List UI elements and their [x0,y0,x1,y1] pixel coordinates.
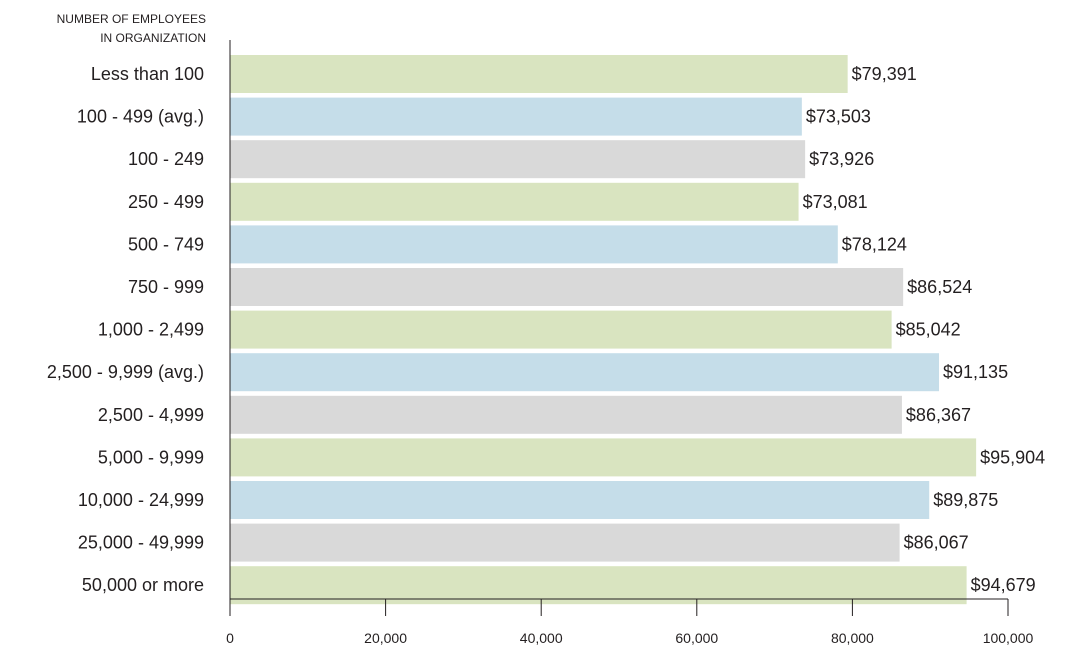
data-label: $94,679 [971,575,1036,595]
bar [230,55,848,93]
bar [230,438,977,477]
x-tick-label: 100,000 [983,630,1034,646]
bar [230,140,806,179]
category-label: 500 - 749 [128,234,204,254]
bar [230,523,900,562]
data-label: $86,067 [904,533,969,553]
bar [230,225,838,264]
x-tick-label: 60,000 [675,630,718,646]
category-label: 5,000 - 9,999 [98,447,204,467]
y-axis-title-line-1: NUMBER OF EMPLOYEES [57,12,206,26]
category-label: 2,500 - 9,999 (avg.) [47,362,204,382]
bar [230,310,892,349]
category-label: 100 - 499 (avg.) [77,107,204,127]
category-label: Less than 100 [91,64,204,84]
category-label: 50,000 or more [82,575,204,595]
data-label: $73,503 [806,107,871,127]
category-label: 10,000 - 24,999 [78,490,204,510]
data-label: $78,124 [842,234,907,254]
data-labels-group: $79,391 $73,503 $73,926 $73,081 $78,124 $86,5… [803,64,1046,595]
data-label: $73,926 [809,149,874,169]
bar [230,182,799,221]
data-label: $89,875 [933,490,998,510]
bar [230,353,940,392]
x-tick-label: 0 [226,630,234,646]
category-label: 250 - 499 [128,192,204,212]
x-tick-label: 80,000 [831,630,874,646]
data-label: $73,081 [803,192,868,212]
data-label: $91,135 [943,362,1008,382]
category-label: 100 - 249 [128,149,204,169]
bar [230,395,902,434]
category-label: 750 - 999 [128,277,204,297]
data-label: $86,524 [907,277,972,297]
bar [230,566,967,605]
y-axis-title-line-2: IN ORGANIZATION [100,31,206,45]
category-labels-group: Less than 100 100 - 499 (avg.) 100 - 249 25… [47,64,204,595]
category-label: 25,000 - 49,999 [78,533,204,553]
bar [230,481,930,519]
data-label: $79,391 [852,64,917,84]
x-tick-label: 20,000 [364,630,407,646]
category-label: 1,000 - 2,499 [98,320,204,340]
data-label: $85,042 [896,320,961,340]
axes-group: 0 20,000 40,000 60,000 80,000 100,000 [226,40,1034,646]
x-tick-label: 40,000 [520,630,563,646]
data-label: $95,904 [980,447,1045,467]
bars-group [230,55,977,605]
bar [230,268,904,306]
bar [230,97,802,136]
category-label: 2,500 - 4,999 [98,405,204,425]
data-label: $86,367 [906,405,971,425]
